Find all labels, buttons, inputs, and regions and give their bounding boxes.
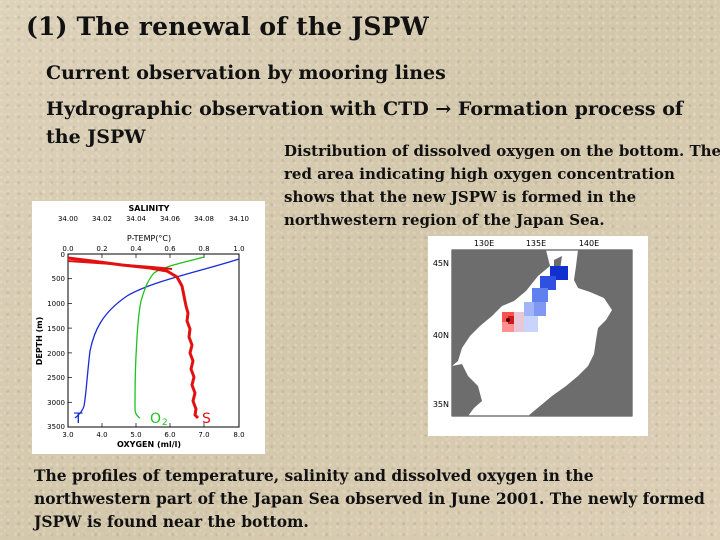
salinity-line-label: S [202, 411, 211, 427]
oxygen-cells [502, 266, 568, 332]
temp-tick: 1.0 [233, 245, 244, 253]
oxygen-map-figure: 130E 135E 140E 45N 40N 35N [428, 236, 648, 436]
depth-tick: 500 [52, 275, 65, 283]
oxygen-profile-line [134, 256, 205, 419]
salinity-surface-line [67, 260, 173, 270]
salinity-tick: 34.02 [92, 215, 112, 223]
salinity-tick: 34.08 [194, 215, 214, 223]
oxygen-tick: 5.0 [130, 431, 141, 439]
land-masses [452, 250, 632, 416]
oxygen-tick: 7.0 [198, 431, 209, 439]
profile-caption: The profiles of temperature, salinity an… [34, 466, 705, 531]
slide-title: (1) The renewal of the JSPW [26, 12, 429, 41]
depth-tick: 2500 [47, 374, 65, 382]
temperature-profile-line [74, 258, 240, 419]
bullet-ctd: Hydrographic observation with CTD → Form… [46, 98, 684, 148]
depth-tick: 2000 [47, 350, 65, 358]
lat-label: 40N [433, 331, 449, 340]
lon-label: 140E [579, 239, 599, 248]
lat-label: 35N [433, 400, 449, 409]
temp-tick: 0.0 [62, 245, 73, 253]
oxygen-line-label: O [150, 411, 161, 427]
temp-tick: 0.8 [198, 245, 209, 253]
lon-label: 130E [474, 239, 494, 248]
depth-tick: 0 [61, 251, 65, 259]
oxygen-tick: 6.0 [164, 431, 175, 439]
temperature-line-label: T [73, 411, 83, 427]
oxygen-tick: 3.0 [62, 431, 73, 439]
oxygen-tick: 4.0 [96, 431, 107, 439]
salinity-tick: 34.00 [58, 215, 78, 223]
salinity-tick: 34.04 [126, 215, 147, 223]
lat-label: 45N [433, 259, 449, 268]
depth-tick: 3000 [47, 399, 65, 407]
salinity-tick: 34.10 [229, 215, 249, 223]
oxygen-line-label-subscript: 2 [162, 418, 168, 428]
salinity-tick: 34.06 [160, 215, 181, 223]
depth-tick: 1000 [47, 300, 65, 308]
temp-tick: 0.4 [130, 245, 142, 253]
oxygen-tick: 8.0 [233, 431, 244, 439]
depth-tick: 3500 [47, 423, 65, 431]
salinity-axis-label: SALINITY [129, 204, 170, 213]
plot-frame [67, 253, 240, 428]
depth-tick: 1500 [47, 325, 65, 333]
temp-tick: 0.6 [164, 245, 176, 253]
profile-figure: SALINITY 34.00 34.02 34.04 34.06 34.08 3… [32, 201, 265, 454]
map-caption: Distribution of dissolved oxygen on the … [284, 142, 720, 229]
profile-plot: SALINITY 34.00 34.02 34.04 34.06 34.08 3… [35, 204, 249, 449]
depth-axis-label: DEPTH (m) [35, 317, 44, 366]
oxygen-axis-label: OXYGEN (ml/l) [117, 440, 181, 449]
salinity-profile-line [67, 256, 200, 420]
oxygen-map: 130E 135E 140E 45N 40N 35N [433, 239, 633, 417]
temperature-axis-label: P-TEMP(°C) [127, 234, 171, 243]
lon-label: 135E [526, 239, 546, 248]
temp-tick: 0.2 [96, 245, 107, 253]
bullet-mooring: Current observation by mooring lines [46, 62, 446, 84]
